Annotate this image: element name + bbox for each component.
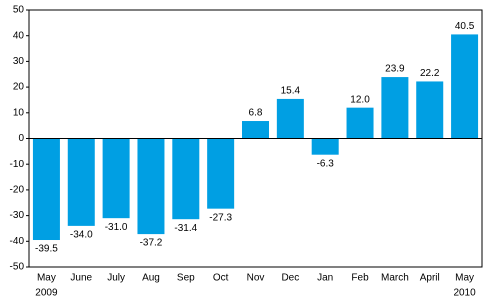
bar	[137, 138, 165, 235]
value-label: 15.4	[281, 86, 301, 97]
value-label: -34.0	[70, 230, 93, 241]
y-tick-label: 40	[13, 30, 25, 41]
y-tick-label: -30	[10, 210, 25, 221]
value-label: -37.2	[140, 238, 163, 249]
x-tick-label: June	[70, 273, 92, 284]
x-tick-label: Feb	[351, 273, 369, 284]
value-label: -39.5	[35, 244, 58, 255]
y-tick-label: -10	[10, 159, 25, 170]
value-label: 40.5	[455, 21, 475, 32]
year-label: 2009	[35, 288, 58, 299]
bar	[381, 77, 409, 139]
y-tick-label: 50	[13, 5, 25, 16]
x-tick-label: May	[455, 273, 474, 284]
x-tick-label: March	[381, 273, 409, 284]
bar	[32, 138, 60, 241]
value-label: 22.2	[420, 68, 440, 79]
value-label: 12.0	[350, 94, 370, 105]
bar	[242, 121, 269, 139]
plot-frame	[28, 9, 483, 268]
bar	[102, 138, 130, 219]
x-tick-label: Oct	[213, 273, 229, 284]
bar	[416, 81, 444, 139]
y-tick-label: 30	[13, 56, 25, 67]
year-label: 2010	[453, 288, 476, 299]
y-tick-label: -40	[10, 236, 25, 247]
bar	[346, 107, 374, 139]
value-label: -27.3	[209, 212, 232, 223]
y-tick-label: 0	[18, 133, 24, 144]
x-tick-label: Dec	[281, 273, 299, 284]
bar	[67, 138, 95, 226]
bar	[276, 98, 304, 139]
value-label: 6.8	[249, 108, 263, 119]
x-tick-label: July	[107, 273, 125, 284]
y-tick-label: 10	[13, 107, 25, 118]
y-tick-label: 20	[13, 82, 25, 93]
x-tick-label: Aug	[142, 273, 160, 284]
bar	[207, 138, 235, 209]
y-tick-label: -50	[10, 262, 25, 273]
x-tick-label: Sep	[177, 273, 195, 284]
x-tick-label: Jan	[317, 273, 333, 284]
value-label: -6.3	[317, 158, 335, 169]
value-label: 23.9	[385, 64, 405, 75]
value-label: -31.4	[174, 223, 197, 234]
x-tick-label: Nov	[247, 273, 265, 284]
bar	[311, 138, 339, 155]
value-label: -31.0	[105, 222, 128, 233]
x-tick-label: May	[37, 273, 56, 284]
bar	[451, 34, 479, 139]
bar	[172, 138, 200, 220]
y-tick-label: -20	[10, 185, 25, 196]
x-tick-label: April	[420, 273, 440, 284]
